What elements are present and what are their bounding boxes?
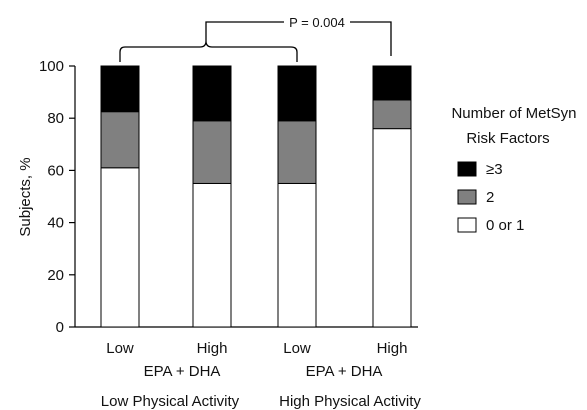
legend-label-1: 2 (486, 189, 494, 206)
x-tick-label: Low (283, 340, 311, 357)
x-tick-labels: Low High Low High (106, 340, 407, 357)
y-tick-label: 20 (47, 267, 64, 284)
bars-group (100, 65, 412, 328)
bar-1-segment-1 (192, 120, 232, 184)
bar-0-segment-0 (100, 167, 140, 328)
factor-label-right: EPA + DHA (306, 363, 383, 380)
significance-bracket (119, 21, 392, 62)
bar-3-segment-2 (372, 65, 412, 101)
y-tick-label: 80 (47, 110, 64, 127)
group-label-right: High Physical Activity (279, 393, 421, 410)
bar-3-segment-1 (372, 99, 412, 130)
bar-2-segment-2 (277, 65, 317, 122)
legend-label-0: 0 or 1 (486, 217, 524, 234)
x-tick-label: High (377, 340, 408, 357)
bar-2-segment-0 (277, 182, 317, 328)
y-ticks: 0 20 40 60 80 100 (39, 58, 75, 336)
x-tick-label: Low (106, 340, 134, 357)
legend-label-2: ≥3 (486, 161, 503, 178)
factor-label-left: EPA + DHA (144, 363, 221, 380)
legend-items: ≥3 2 0 or 1 (457, 161, 524, 234)
group-label-left: Low Physical Activity (101, 393, 240, 410)
legend-title-line2: Risk Factors (466, 130, 549, 147)
p-value-annotation: P = 0.004 (289, 15, 345, 30)
bar-1-segment-0 (192, 182, 232, 328)
bar-2-segment-1 (277, 120, 317, 184)
y-tick-label: 0 (56, 319, 64, 336)
bar-0-segment-2 (100, 65, 140, 113)
bar-1-segment-2 (192, 65, 232, 122)
y-tick-label: 60 (47, 162, 64, 179)
legend-swatch-0 (457, 217, 477, 233)
x-tick-label: High (197, 340, 228, 357)
bar-0-segment-1 (100, 111, 140, 169)
legend-swatch-2 (457, 161, 477, 177)
legend-swatch-1 (457, 189, 477, 205)
y-tick-label: 40 (47, 215, 64, 232)
y-tick-label: 100 (39, 58, 64, 75)
bar-3-segment-0 (372, 128, 412, 328)
y-axis-label: Subjects, % (17, 157, 34, 236)
legend-title-line1: Number of MetSyn (451, 105, 576, 122)
